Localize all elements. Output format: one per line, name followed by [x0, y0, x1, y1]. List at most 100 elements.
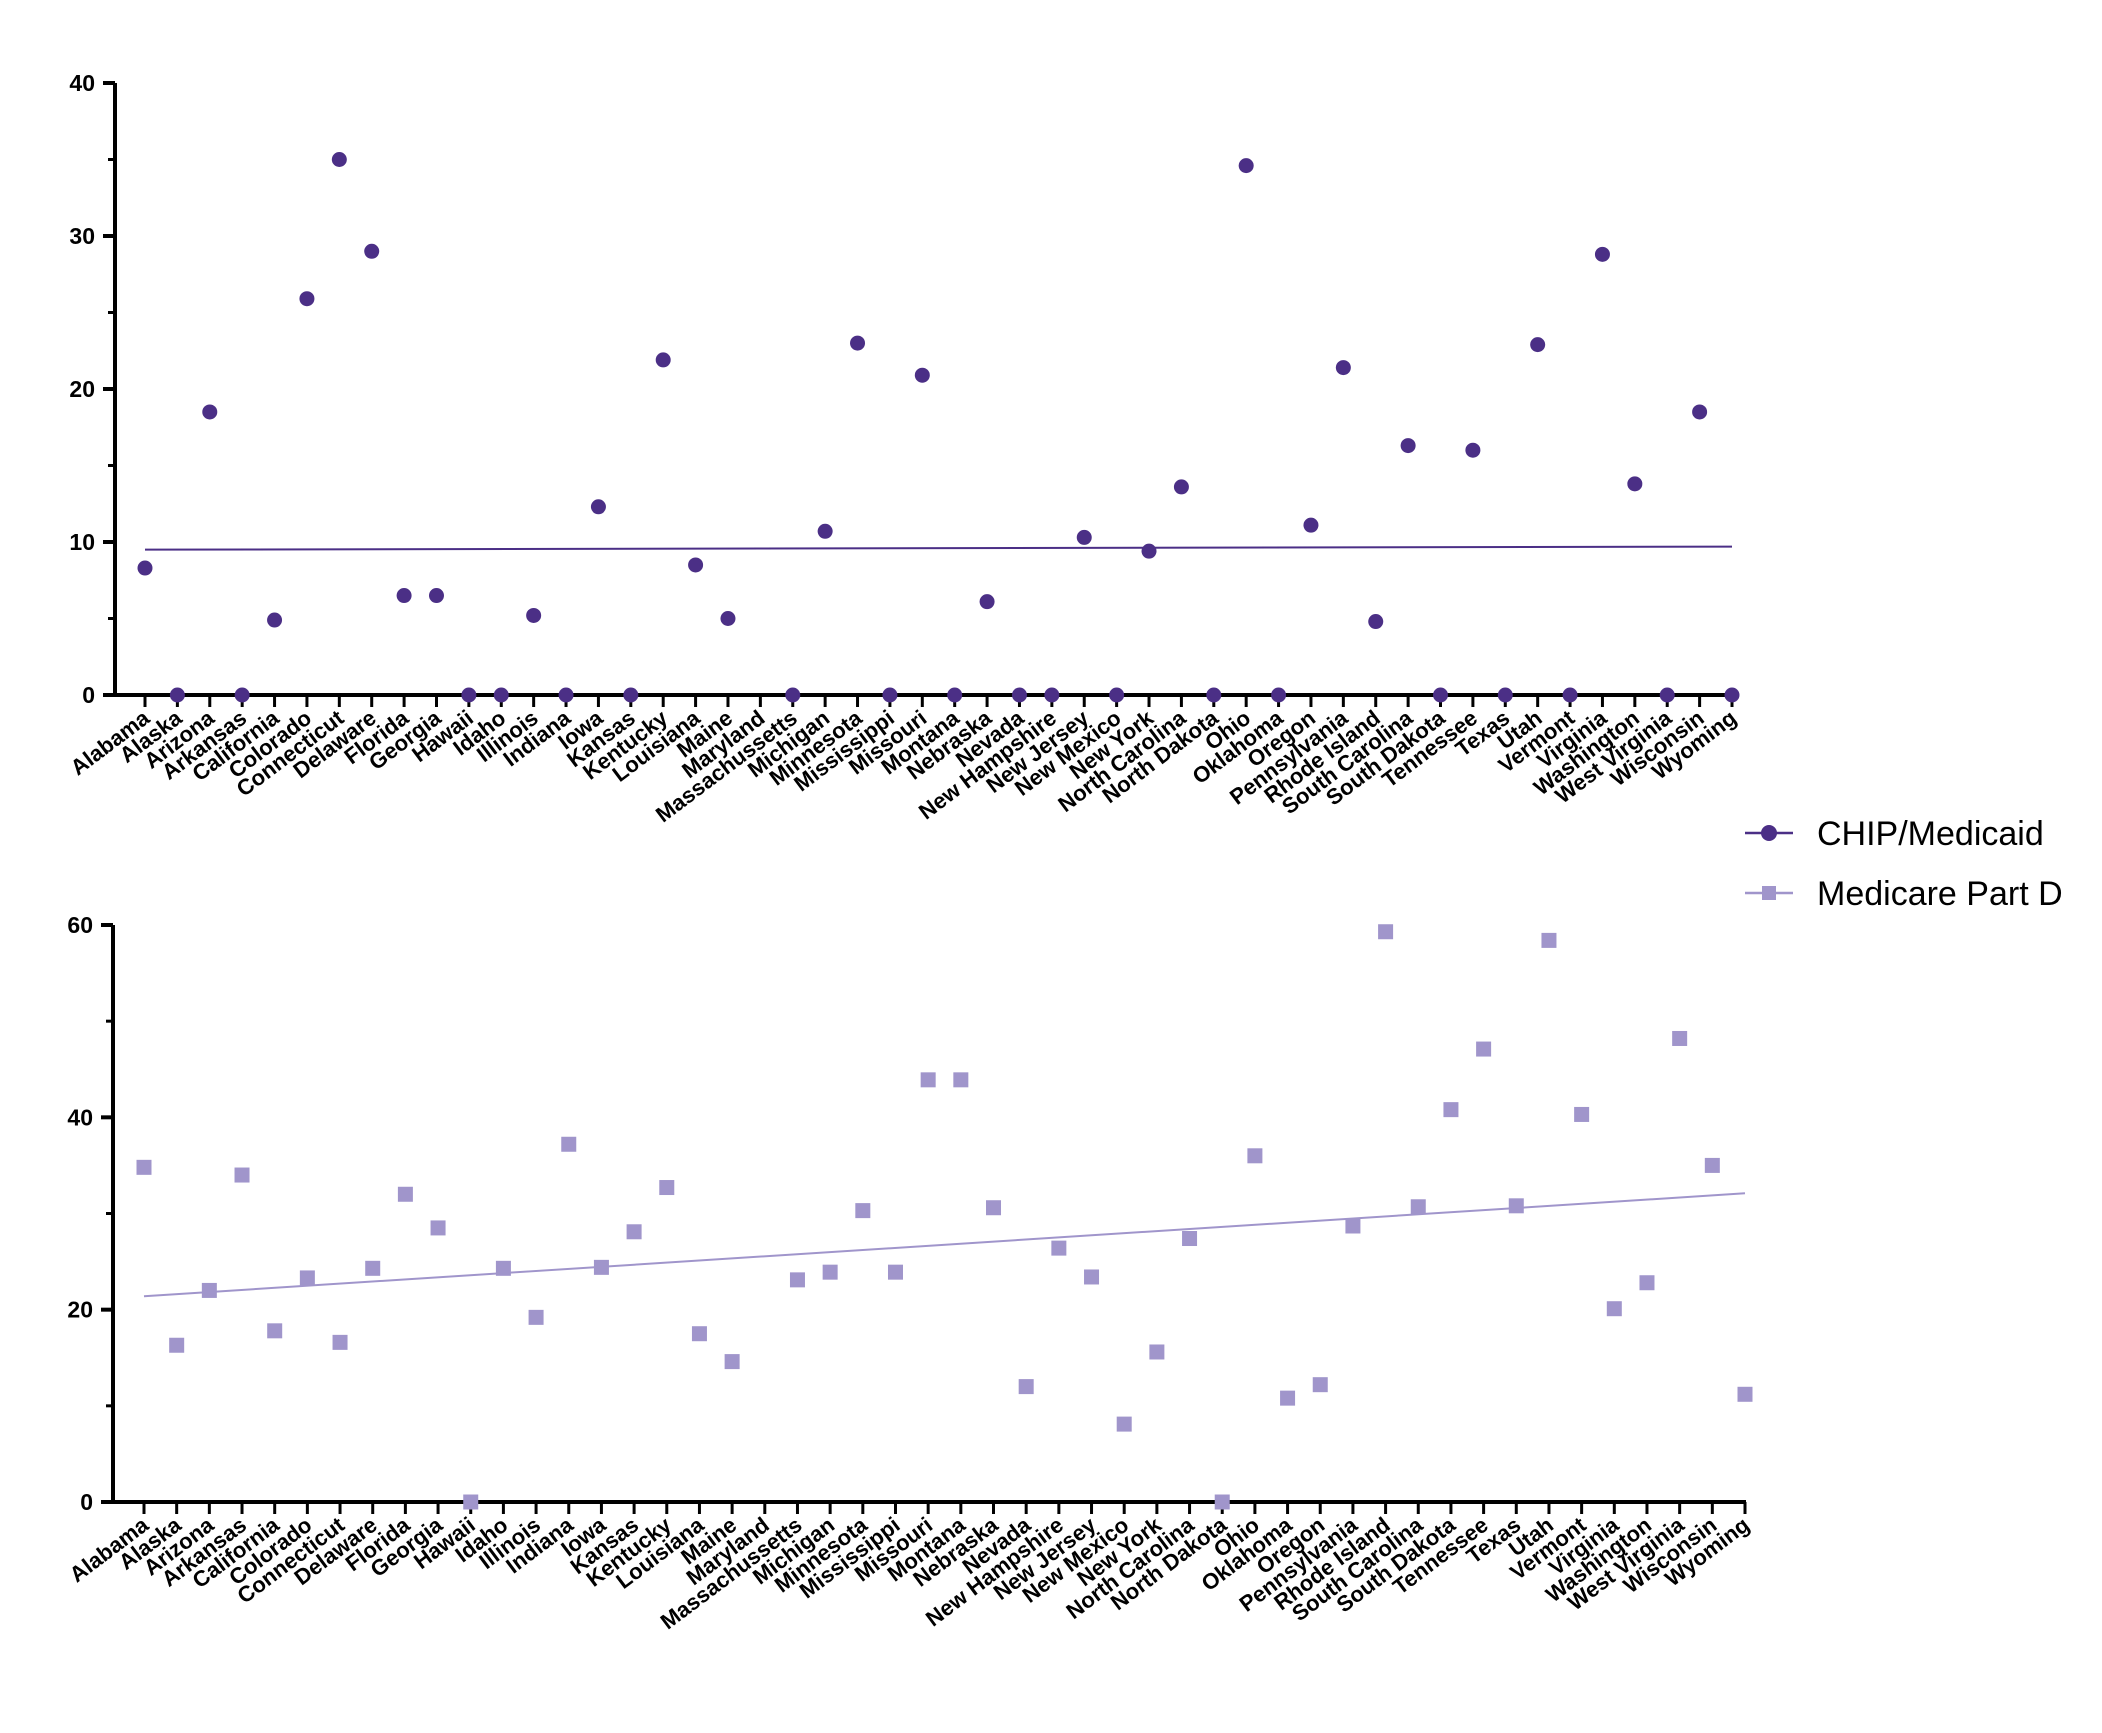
y-tick-label: 10: [69, 529, 95, 555]
y-tick-label: 30: [69, 223, 95, 249]
data-point: [1574, 1106, 1590, 1122]
y-tick-label: 0: [80, 1489, 93, 1515]
data-point: [789, 1272, 805, 1288]
data-point: [1141, 543, 1157, 559]
data-point: [590, 499, 606, 515]
data-point: [1410, 1199, 1426, 1215]
data-point: [720, 611, 736, 626]
data-point: [331, 152, 347, 167]
data-point: [1606, 1301, 1622, 1317]
data-point: [785, 687, 801, 703]
legend-item-chip-medicaid: CHIP/Medicaid: [1745, 815, 2044, 853]
legend-label-chip-medicaid: CHIP/Medicaid: [1817, 815, 2044, 853]
y-tick-label: 40: [69, 70, 95, 96]
trend-line: [144, 545, 1733, 551]
legend-marker-medicare-part-d: [1762, 886, 1776, 900]
trend-line: [143, 1192, 1746, 1298]
data-point: [202, 404, 218, 420]
data-point: [986, 1200, 1002, 1216]
data-point: [396, 588, 412, 604]
data-point: [1084, 1269, 1100, 1285]
data-point: [561, 1136, 577, 1152]
data-point: [817, 523, 833, 539]
data-point: [1737, 1386, 1753, 1402]
data-point: [920, 1072, 936, 1088]
data-point: [1271, 687, 1287, 703]
data-point: [623, 687, 639, 703]
data-point: [979, 594, 995, 610]
data-point: [1724, 687, 1740, 703]
data-point: [1627, 476, 1643, 492]
data-point: [655, 352, 671, 368]
data-point: [463, 1494, 479, 1510]
data-point: [1433, 687, 1449, 703]
data-point: [1214, 1494, 1230, 1510]
y-tick-label: 60: [67, 912, 93, 938]
data-point: [364, 243, 380, 259]
y-tick-label: 0: [82, 682, 95, 708]
data-point: [1378, 924, 1394, 940]
data-point: [1206, 687, 1222, 703]
data-point: [1704, 1157, 1720, 1173]
data-point: [855, 1203, 871, 1219]
data-point: [1345, 1218, 1361, 1234]
data-point: [1238, 158, 1254, 174]
legend-label-medicare-part-d: Medicare Part D: [1817, 875, 2063, 913]
data-point: [299, 1270, 315, 1286]
data-point: [1368, 614, 1384, 630]
data-point: [914, 367, 930, 383]
data-point: [528, 1309, 544, 1325]
data-point: [1335, 360, 1351, 376]
data-point: [1011, 687, 1027, 703]
data-point: [593, 1259, 609, 1275]
data-point: [332, 1334, 348, 1350]
data-point: [1530, 337, 1546, 353]
data-point: [493, 687, 509, 703]
data-point: [234, 1167, 250, 1183]
chip-medicaid-panel: 010203040AlabamaAlaskaArizonaArkansasCal…: [66, 70, 1741, 827]
data-point: [1400, 438, 1416, 454]
data-point: [428, 588, 444, 604]
data-point: [1051, 1240, 1067, 1256]
data-point: [430, 1220, 446, 1236]
data-point: [1497, 687, 1513, 703]
data-point: [299, 291, 315, 307]
data-point: [1562, 687, 1578, 703]
data-point: [1116, 1416, 1132, 1432]
data-point: [850, 335, 866, 351]
legend-marker-chip-medicaid: [1761, 825, 1777, 841]
data-point: [1018, 1379, 1034, 1395]
data-point: [688, 557, 704, 573]
data-point: [1303, 517, 1319, 533]
data-point: [659, 1180, 675, 1196]
data-point: [1594, 246, 1610, 262]
data-point: [1508, 1198, 1524, 1214]
data-point: [1312, 1377, 1328, 1393]
data-point: [1541, 932, 1557, 948]
data-point: [947, 687, 963, 703]
data-point: [461, 687, 477, 703]
data-point: [882, 687, 898, 703]
legend-item-medicare-part-d: Medicare Part D: [1745, 875, 2063, 913]
data-point: [1280, 1390, 1296, 1406]
data-point: [953, 1072, 969, 1088]
data-point: [1465, 442, 1481, 458]
data-point: [1672, 1030, 1688, 1046]
data-point: [1443, 1102, 1459, 1118]
data-point: [1076, 529, 1092, 545]
data-point: [1659, 687, 1675, 703]
legend: CHIP/Medicaid Medicare Part D: [1745, 815, 2063, 913]
data-point: [201, 1282, 217, 1298]
y-tick-label: 20: [69, 376, 95, 402]
data-point: [137, 560, 153, 576]
data-point: [1109, 687, 1125, 703]
data-point: [1044, 687, 1060, 703]
data-point: [169, 687, 185, 703]
data-point: [136, 1159, 152, 1175]
data-point: [1692, 404, 1708, 420]
data-point: [626, 1224, 642, 1240]
data-point: [1182, 1231, 1198, 1247]
data-point: [267, 612, 283, 628]
data-point: [691, 1326, 707, 1342]
data-point: [267, 1323, 283, 1339]
